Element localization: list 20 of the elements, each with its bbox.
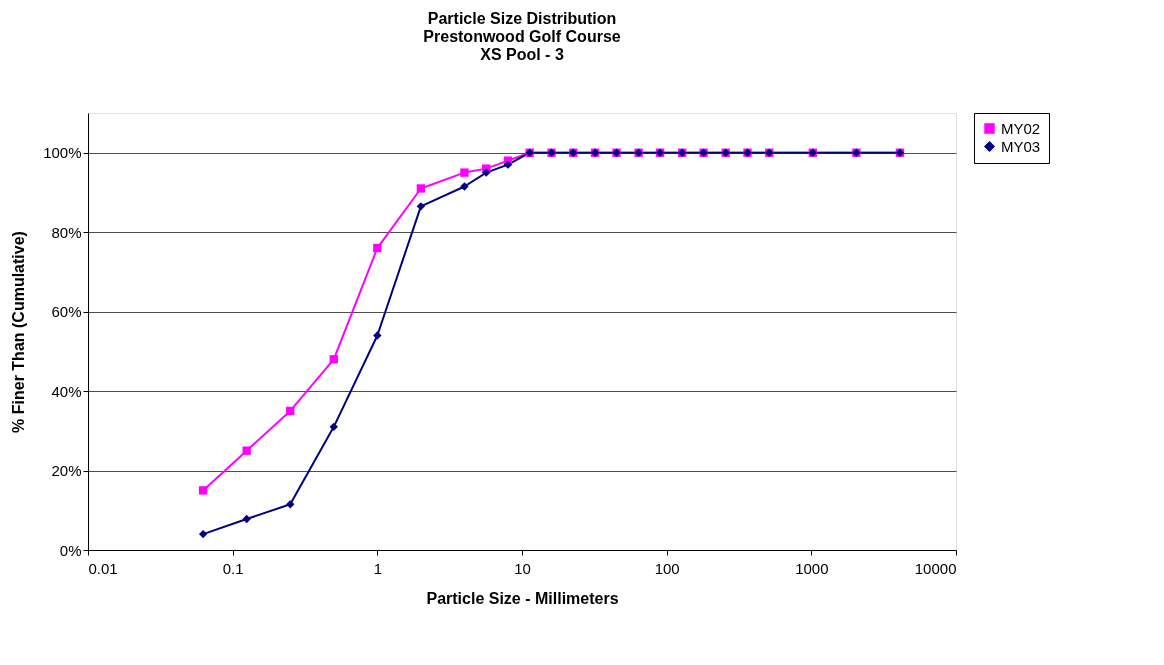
y-axis-title: % Finer Than (Cumulative) — [10, 231, 28, 433]
x-tick-label: 10 — [514, 559, 531, 577]
legend-label: MY03 — [1001, 137, 1041, 155]
text: Particle Size Distribution — [427, 9, 617, 27]
x-tick-label: 100 — [654, 559, 680, 577]
x-axis-title: Particle Size - Millimeters — [426, 589, 619, 607]
y-tick-label: 80% — [51, 223, 82, 241]
y-tick-label: 20% — [51, 462, 82, 480]
y-tick-label: 60% — [51, 303, 82, 321]
x-tick-label: 0.01 — [88, 559, 118, 577]
y-tick-label: 0% — [59, 541, 82, 559]
x-tick-label: 1 — [373, 559, 383, 577]
y-tick-label: 100% — [43, 144, 82, 162]
x-tick-label: 1000 — [795, 559, 829, 577]
text: XS Pool - 3 — [480, 45, 564, 63]
y-tick-label: 40% — [51, 382, 82, 400]
text: Prestonwood Golf Course — [423, 27, 621, 45]
x-tick-label: 10000 — [914, 559, 957, 577]
x-tick-label: 0.1 — [222, 559, 244, 577]
legend-label: MY02 — [1001, 119, 1041, 137]
